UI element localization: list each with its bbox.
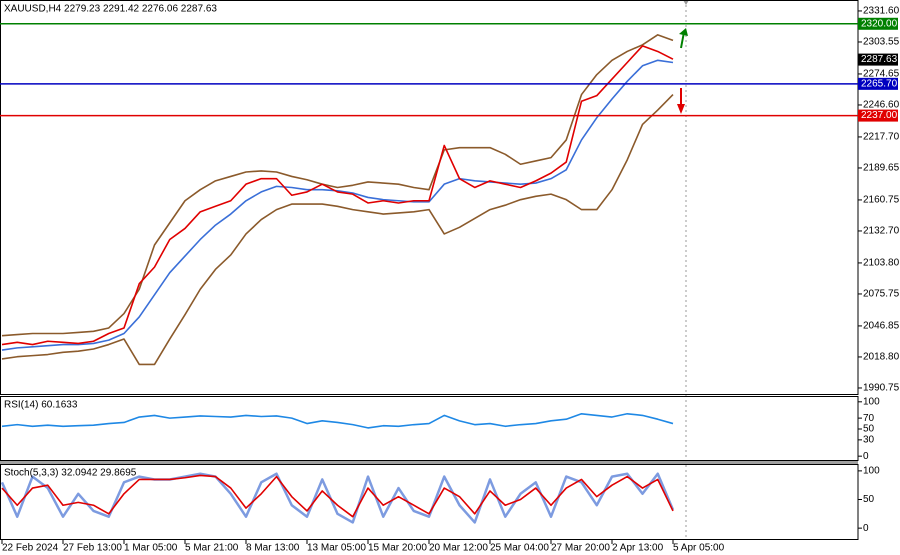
- panel-title: XAUUSD,H4 2279.23 2291.42 2276.06 2287.6…: [4, 4, 217, 15]
- up-arrow: [679, 28, 688, 49]
- y-tick-label: 100: [863, 466, 880, 477]
- y-tick-label: 2331.60: [863, 6, 900, 17]
- price-label: 2287.63: [861, 54, 898, 65]
- x-tick-label: 27 Feb 13:00: [63, 543, 122, 554]
- level-label-box: [858, 77, 898, 90]
- level-label-box: [858, 17, 898, 30]
- level-label: 2320.00: [861, 18, 898, 29]
- series-line: [1, 94, 674, 366]
- x-tick-label: 5 Apr 05:00: [673, 543, 725, 554]
- y-tick-label: 100: [863, 396, 880, 407]
- panel-separator: [0, 461, 858, 464]
- y-tick-label: 0: [863, 451, 869, 462]
- series-line: [1, 45, 674, 346]
- y-tick-label: 0: [863, 523, 869, 534]
- series-line: [0, 472, 675, 524]
- x-tick-label: 25 Mar 04:00: [490, 543, 549, 554]
- y-tick-label: 2160.75: [863, 195, 900, 206]
- x-tick-label: 1 Mar 05:00: [124, 543, 178, 554]
- y-tick-label: 50: [863, 424, 875, 435]
- x-tick-label: 15 Mar 20:00: [368, 543, 427, 554]
- y-tick-label: 2075.75: [863, 289, 900, 300]
- x-tick-label: 20 Mar 12:00: [429, 543, 488, 554]
- x-tick-label: 22 Feb 2024: [2, 543, 59, 554]
- y-tick-label: 2303.55: [863, 37, 900, 48]
- series-line: [1, 59, 674, 351]
- y-tick-label: 2103.80: [863, 258, 900, 269]
- y-tick-label: 50: [863, 494, 875, 505]
- series-line: [1, 474, 674, 518]
- y-tick-label: 2046.85: [863, 321, 900, 332]
- panel-frame: [0, 464, 859, 540]
- down-arrow: [677, 88, 685, 114]
- y-tick-label: 2246.60: [863, 100, 900, 111]
- panel-title: RSI(14) 60.1633: [4, 400, 78, 411]
- panel-title: Stoch(5,3,3) 32.0942 29.8695: [4, 468, 137, 479]
- x-tick-label: 27 Mar 20:00: [551, 543, 610, 554]
- y-tick-label: 2274.65: [863, 69, 900, 80]
- series-line: [1, 34, 674, 337]
- x-tick-label: 13 Mar 05:00: [307, 543, 366, 554]
- panel-frame: [0, 0, 859, 395]
- x-tick-label: 8 Mar 13:00: [246, 543, 300, 554]
- y-tick-label: 2132.70: [863, 226, 900, 237]
- level-label-box: [858, 109, 898, 122]
- series-line: [1, 412, 674, 429]
- y-tick-label: 2018.80: [863, 352, 900, 363]
- shift-marker: [683, 0, 689, 5]
- x-tick-label: 5 Mar 21:00: [185, 543, 239, 554]
- price-label-box: [858, 53, 898, 66]
- level-label: 2265.70: [861, 78, 898, 89]
- y-tick-label: 2189.65: [863, 163, 900, 174]
- level-label: 2237.00: [861, 110, 898, 121]
- y-tick-label: 70: [863, 413, 875, 424]
- x-tick-label: 2 Apr 13:00: [612, 543, 664, 554]
- y-tick-label: 1990.75: [863, 383, 900, 394]
- y-tick-label: 2217.70: [863, 132, 900, 143]
- y-tick-label: 30: [863, 434, 875, 445]
